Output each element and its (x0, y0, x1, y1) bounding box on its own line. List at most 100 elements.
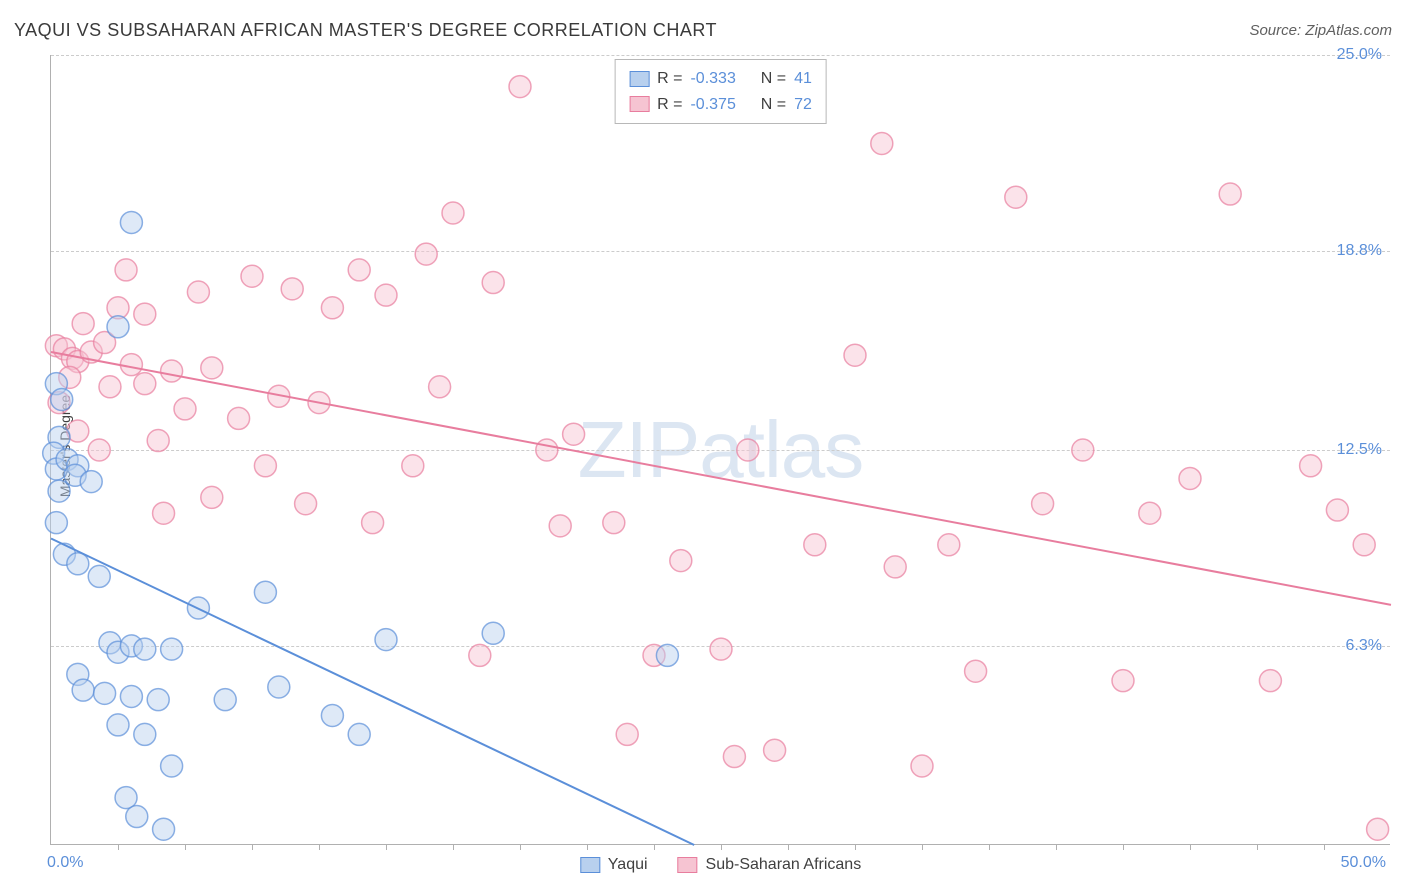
x-tick (319, 844, 320, 850)
data-point (107, 714, 129, 736)
data-point (88, 565, 110, 587)
x-tick (520, 844, 521, 850)
data-point (603, 512, 625, 534)
x-tick-label-max: 50.0% (1341, 854, 1386, 872)
data-point (429, 376, 451, 398)
data-point (1353, 534, 1375, 556)
swatch-yaqui (629, 71, 649, 87)
x-tick (1324, 844, 1325, 850)
data-point (187, 281, 209, 303)
data-point (281, 278, 303, 300)
legend-item-subsaharan: Sub-Saharan Africans (678, 856, 862, 874)
x-tick (654, 844, 655, 850)
data-point (375, 629, 397, 651)
stats-row-yaqui: R = -0.333 N = 41 (629, 66, 812, 92)
data-point (871, 132, 893, 154)
data-point (147, 430, 169, 452)
x-tick (118, 844, 119, 850)
data-point (161, 360, 183, 382)
data-point (536, 439, 558, 461)
label-n: N = (761, 92, 786, 118)
data-point (161, 755, 183, 777)
x-tick (855, 844, 856, 850)
data-point (153, 502, 175, 524)
legend-swatch-yaqui (580, 857, 600, 873)
data-point (107, 316, 129, 338)
scatter-svg (51, 55, 1390, 844)
data-point (616, 723, 638, 745)
data-point (884, 556, 906, 578)
data-point (844, 344, 866, 366)
data-point (134, 373, 156, 395)
data-point (563, 423, 585, 445)
data-point (723, 746, 745, 768)
data-point (911, 755, 933, 777)
data-point (147, 689, 169, 711)
data-point (764, 739, 786, 761)
value-n-subsaharan: 72 (794, 92, 812, 118)
data-point (88, 439, 110, 461)
data-point (348, 259, 370, 281)
data-point (804, 534, 826, 556)
data-point (72, 679, 94, 701)
legend-label-yaqui: Yaqui (608, 856, 648, 874)
x-tick-label-min: 0.0% (47, 854, 83, 872)
data-point (120, 354, 142, 376)
data-point (45, 512, 67, 534)
chart-title: YAQUI VS SUBSAHARAN AFRICAN MASTER'S DEG… (14, 20, 717, 41)
data-point (469, 644, 491, 666)
data-point (415, 243, 437, 265)
data-point (1300, 455, 1322, 477)
legend-item-yaqui: Yaqui (580, 856, 648, 874)
stats-row-subsaharan: R = -0.375 N = 72 (629, 92, 812, 118)
data-point (201, 486, 223, 508)
legend-label-subsaharan: Sub-Saharan Africans (706, 856, 862, 874)
data-point (1326, 499, 1348, 521)
data-point (241, 265, 263, 287)
data-point (737, 439, 759, 461)
x-tick (1257, 844, 1258, 850)
data-point (375, 284, 397, 306)
data-point (321, 704, 343, 726)
data-point (67, 553, 89, 575)
chart-header: YAQUI VS SUBSAHARAN AFRICAN MASTER'S DEG… (14, 20, 1392, 41)
legend-swatch-subsaharan (678, 857, 698, 873)
data-point (710, 638, 732, 660)
data-point (348, 723, 370, 745)
data-point (1367, 818, 1389, 840)
chart-plot-area: ZIPatlas 6.3%12.5%18.8%25.0% R = -0.333 … (50, 55, 1390, 845)
data-point (153, 818, 175, 840)
data-point (214, 689, 236, 711)
x-tick (989, 844, 990, 850)
data-point (1139, 502, 1161, 524)
data-point (442, 202, 464, 224)
data-point (670, 550, 692, 572)
swatch-subsaharan (629, 96, 649, 112)
label-n: N = (761, 66, 786, 92)
data-point (362, 512, 384, 534)
data-point (254, 455, 276, 477)
x-tick (788, 844, 789, 850)
data-point (321, 297, 343, 319)
data-point (965, 660, 987, 682)
data-point (254, 581, 276, 603)
x-tick (1056, 844, 1057, 850)
data-point (1005, 186, 1027, 208)
data-point (268, 676, 290, 698)
data-point (134, 638, 156, 660)
data-point (482, 622, 504, 644)
data-point (51, 388, 73, 410)
x-tick (721, 844, 722, 850)
bottom-legend: Yaqui Sub-Saharan Africans (580, 856, 861, 874)
label-r: R = (657, 66, 682, 92)
data-point (80, 471, 102, 493)
x-tick (1190, 844, 1191, 850)
trend-line (51, 538, 694, 845)
value-r-subsaharan: -0.375 (690, 92, 735, 118)
data-point (126, 806, 148, 828)
data-point (72, 313, 94, 335)
x-tick (252, 844, 253, 850)
data-point (1112, 670, 1134, 692)
data-point (99, 376, 121, 398)
data-point (1072, 439, 1094, 461)
